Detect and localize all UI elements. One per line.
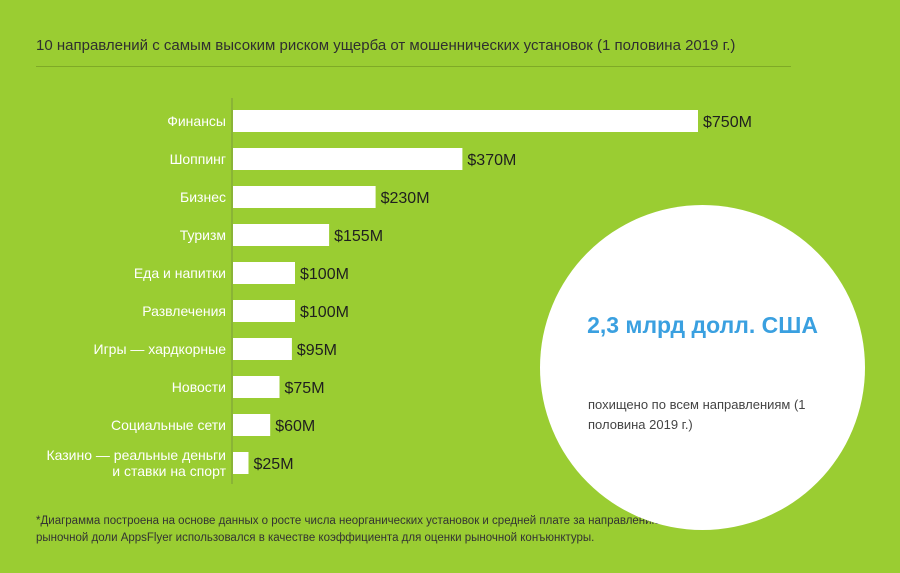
value-label: $750M	[703, 114, 752, 131]
bar	[233, 414, 271, 436]
total-circle: 2,3 млрд долл. США похищено по всем напр…	[540, 205, 865, 530]
footnote: *Диаграмма построена на основе данных о …	[36, 515, 729, 544]
value-label: $155M	[334, 228, 383, 245]
value-label: $100M	[300, 266, 349, 283]
category-label: Развлечения	[142, 303, 226, 319]
value-label: $370M	[467, 152, 516, 169]
bar	[233, 148, 463, 170]
category-label: Бизнес	[180, 189, 226, 205]
value-label: $100M	[300, 304, 349, 321]
value-label: $230M	[381, 190, 430, 207]
title-divider	[36, 66, 791, 67]
bar	[233, 262, 295, 284]
category-label: Игры — хардкорные	[94, 341, 227, 357]
bar	[233, 376, 280, 398]
bar	[233, 338, 292, 360]
total-description: похищено по всем направлениям (1 половин…	[588, 397, 806, 432]
bar	[233, 186, 376, 208]
bar	[233, 224, 330, 246]
bar	[233, 452, 249, 474]
value-label: $60M	[275, 418, 315, 435]
value-label: $95M	[297, 342, 337, 359]
category-label: Новости	[172, 379, 226, 395]
category-label: Туризм	[180, 227, 226, 243]
category-label: Социальные сети	[111, 417, 226, 433]
bar	[233, 110, 698, 132]
category-label: Шоппинг	[170, 151, 226, 167]
category-label: Финансы	[167, 113, 226, 129]
value-label: $75M	[285, 380, 325, 397]
value-label: $25M	[254, 456, 294, 473]
category-label: и ставки на спорт	[112, 463, 226, 479]
bar	[233, 300, 295, 322]
category-label: Еда и напитки	[134, 265, 226, 281]
chart-title: 10 направлений с самым высоким риском ущ…	[36, 37, 736, 54]
category-label: Казино — реальные деньги	[46, 447, 226, 463]
total-amount: 2,3 млрд долл. США	[587, 312, 818, 338]
